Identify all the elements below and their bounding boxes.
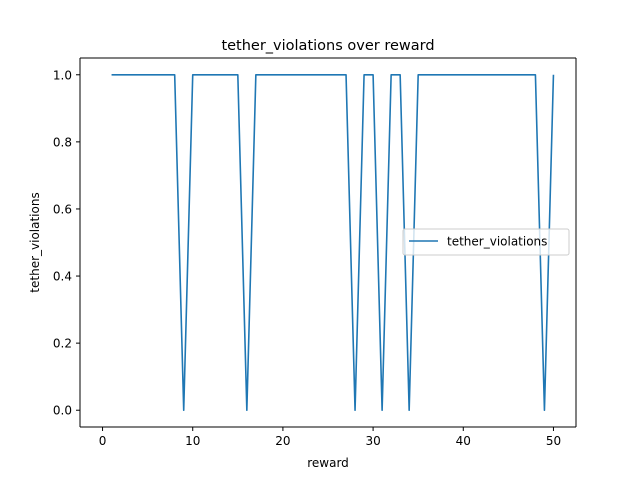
y-ticks: 0.0 0.2 0.4 0.6 0.8 1.0 xyxy=(53,68,80,418)
y-tick-label: 0.8 xyxy=(53,135,72,149)
y-tick-label: 0.4 xyxy=(53,270,72,284)
series-line-0 xyxy=(111,73,555,412)
legend-label: tether_violations xyxy=(447,235,547,249)
y-tick-label: 0.0 xyxy=(53,404,72,418)
legend: tether_violations xyxy=(402,228,570,256)
y-tick-label: 0.6 xyxy=(53,202,72,216)
y-axis-label: tether_violations xyxy=(28,192,42,292)
x-ticks: 0 10 20 30 40 50 xyxy=(99,427,561,448)
x-tick-label: 20 xyxy=(275,434,290,448)
legend-box xyxy=(402,228,570,256)
x-tick-label: 0 xyxy=(99,434,107,448)
y-tick-label: 1.0 xyxy=(53,68,72,82)
x-tick-label: 40 xyxy=(456,434,471,448)
x-tick-label: 50 xyxy=(546,434,561,448)
x-tick-label: 10 xyxy=(185,434,200,448)
axes-layer xyxy=(79,57,577,428)
y-tick-label: 0.2 xyxy=(53,337,72,351)
chart-title: tether_violations over reward xyxy=(221,38,434,54)
x-tick-label: 30 xyxy=(365,434,380,448)
series-layer xyxy=(111,73,555,412)
x-axis-label: reward xyxy=(307,456,349,470)
